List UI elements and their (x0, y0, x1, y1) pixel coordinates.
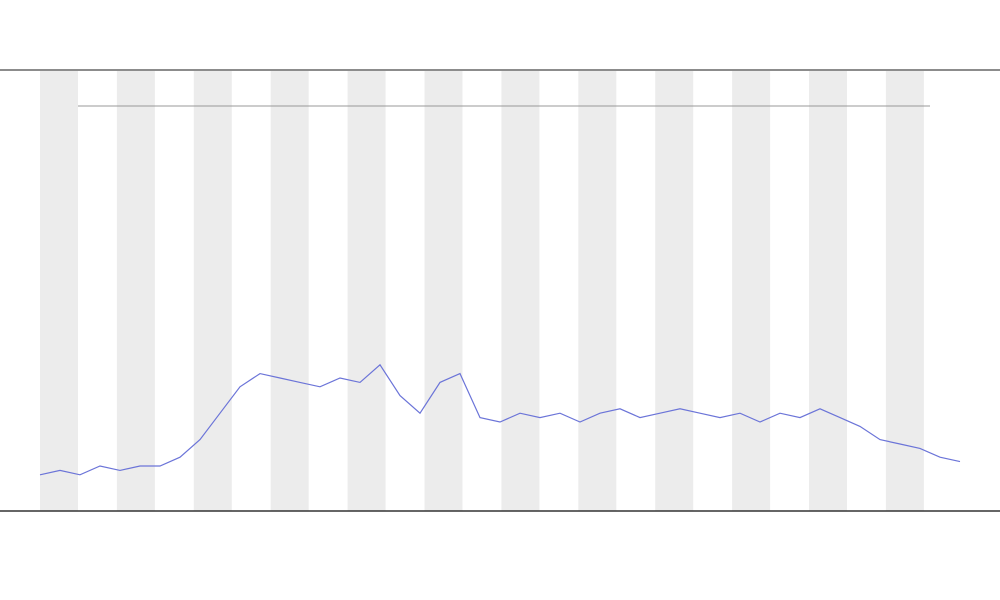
band (578, 71, 617, 511)
band (732, 71, 771, 511)
band (501, 71, 540, 511)
band (40, 71, 78, 511)
band (193, 71, 232, 511)
series-line (39, 363, 961, 476)
band (347, 71, 386, 511)
band (116, 71, 155, 511)
band (270, 71, 309, 511)
band (424, 71, 463, 511)
band (809, 71, 847, 511)
band (655, 71, 694, 511)
band (885, 71, 924, 511)
